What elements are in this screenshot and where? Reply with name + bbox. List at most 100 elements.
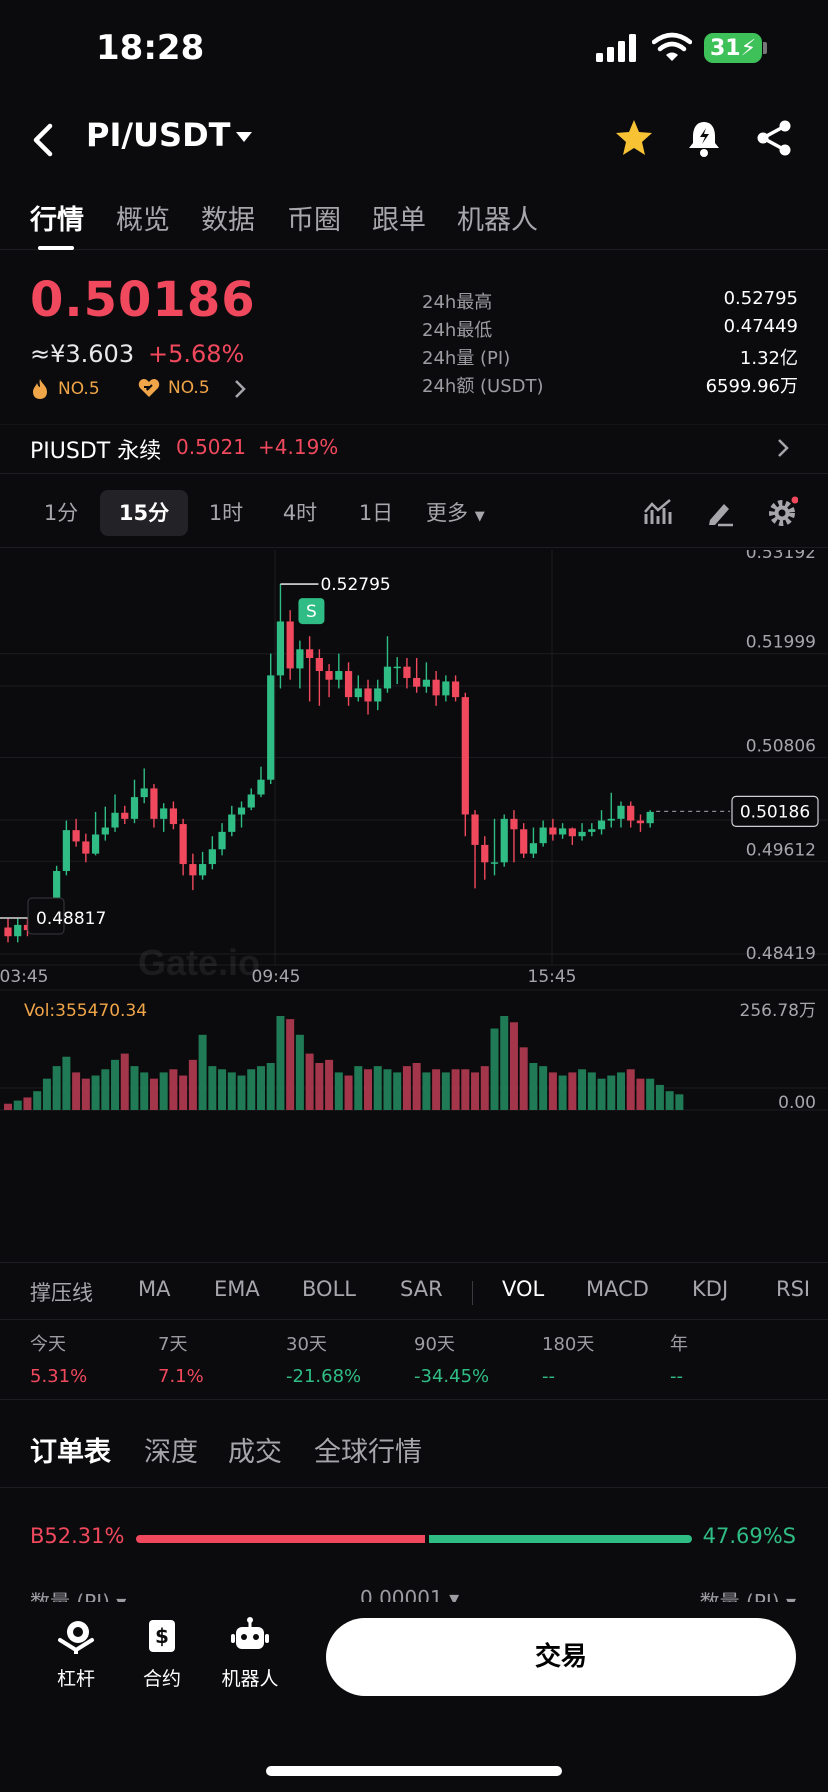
tab-copy-trade[interactable]: 跟单	[372, 205, 426, 236]
stat-value: 6599.96万	[705, 376, 798, 397]
battery-icon: 31 ⚡	[704, 33, 762, 63]
nav-margin[interactable]: 杠杆	[36, 1616, 116, 1691]
interval-bar: 1分 15分 1时 4时 1日 更多 ▼	[0, 484, 828, 548]
settings-gear-icon[interactable]	[766, 496, 798, 528]
share-icon[interactable]	[752, 116, 796, 160]
volume-bar	[227, 1072, 236, 1110]
candle-body	[354, 688, 362, 698]
candle-body	[597, 820, 606, 830]
candle-body	[140, 788, 148, 798]
ind-kdj[interactable]: KDJ	[692, 1277, 729, 1301]
candle-body	[529, 843, 538, 854]
candle-body	[296, 649, 304, 669]
tab-overview[interactable]: 概览	[116, 205, 170, 236]
interval-4h[interactable]: 4时	[282, 501, 318, 525]
star-icon[interactable]	[612, 116, 656, 160]
tab-community[interactable]: 币圈	[287, 205, 341, 236]
tab-orderbook[interactable]: 订单表	[30, 1437, 111, 1468]
volume-bar	[149, 1078, 158, 1110]
nav-futures[interactable]: $ 合约	[122, 1616, 202, 1691]
candle-body	[228, 814, 236, 832]
fav-rank[interactable]: NO.5	[138, 378, 210, 398]
volume-bar	[237, 1075, 246, 1110]
indicator-bar: 撑压线 MA EMA BOLL SAR VOL MACD KDJ RSI	[0, 1262, 828, 1320]
tab-trades[interactable]: 成交	[228, 1437, 282, 1468]
stat-label: 24h量 (PI)	[422, 348, 511, 369]
volume-bar	[247, 1069, 256, 1110]
perpetual-row[interactable]: PIUSDT 永续 0.5021 +4.19%	[0, 424, 828, 474]
interval-1h[interactable]: 1时	[208, 501, 244, 525]
interval-1d[interactable]: 1日	[358, 501, 394, 525]
interval-more-label: 更多	[426, 501, 468, 525]
stat-value: 1.32亿	[739, 348, 798, 369]
futures-icon: $	[149, 1620, 175, 1652]
nav-bots[interactable]: 机器人	[210, 1616, 290, 1691]
tab-global-market[interactable]: 全球行情	[314, 1437, 422, 1468]
volume-bar	[140, 1072, 149, 1110]
volume-bar	[471, 1072, 480, 1110]
candle-body	[393, 666, 401, 669]
volume-bar	[72, 1072, 81, 1110]
volume-bar	[198, 1034, 207, 1110]
y-axis-label: 0.53192	[746, 550, 816, 563]
candle-body	[627, 805, 635, 821]
period-value: -34.45%	[414, 1366, 490, 1387]
ind-boll[interactable]: BOLL	[302, 1277, 356, 1301]
indicator-icon[interactable]	[642, 496, 674, 528]
candlestick-chart-svg: Gate.io 0.53192 0.51999 0.50806 0.49612 0.48…	[0, 550, 828, 1113]
candle-body	[422, 679, 430, 687]
candle-body	[413, 677, 421, 687]
volume-bar	[500, 1016, 509, 1110]
volume-bar	[130, 1066, 139, 1110]
ind-rsi[interactable]: RSI	[776, 1277, 811, 1301]
period-changes: 今天 5.31% 7天 7.1% 30天 -21.68% 90天 -34.45% 180…	[0, 1322, 828, 1400]
candle-body	[189, 864, 197, 876]
volume-bar	[13, 1100, 22, 1110]
ind-support[interactable]: 撑压线	[30, 1281, 93, 1305]
volume-bar	[169, 1069, 178, 1110]
ind-vol[interactable]: VOL	[502, 1277, 545, 1301]
chevron-right-icon[interactable]	[232, 378, 248, 400]
high-label: 0.52795	[320, 575, 390, 595]
battery-level: 31	[709, 35, 741, 61]
pair-title[interactable]: PI/USDT	[86, 116, 231, 154]
stat-low: 24h最低 0.47449	[422, 316, 798, 344]
candle-body	[257, 779, 265, 795]
tab-market[interactable]: 行情	[30, 205, 84, 236]
interval-1m[interactable]: 1分	[43, 501, 79, 525]
hot-rank[interactable]: NO.5	[30, 378, 100, 400]
volume-bar	[529, 1063, 538, 1110]
candle-body	[111, 812, 119, 828]
tab-bots[interactable]: 机器人	[457, 205, 538, 236]
candle-body	[607, 818, 615, 821]
y-axis-label: 0.48419	[746, 944, 816, 964]
candles	[4, 584, 654, 943]
tab-data[interactable]: 数据	[201, 205, 255, 236]
interval-15m[interactable]: 15分	[100, 490, 188, 536]
candle-body	[588, 829, 596, 832]
price-chart[interactable]: Gate.io 0.53192 0.51999 0.50806 0.49612 0.48…	[0, 550, 828, 1260]
chevron-down-icon[interactable]	[234, 130, 254, 144]
candle-body	[636, 820, 645, 824]
trade-button[interactable]: 交易	[326, 1618, 796, 1696]
candle-body	[53, 871, 61, 911]
chevron-right-icon	[778, 439, 789, 457]
ind-ema[interactable]: EMA	[214, 1277, 260, 1301]
tab-underline	[38, 246, 74, 250]
candle-body	[14, 924, 22, 937]
volume-bar	[52, 1066, 61, 1110]
orderbook-tabs: 订单表 深度 成交 全球行情	[0, 1428, 828, 1488]
back-icon[interactable]	[26, 118, 66, 162]
robot-icon	[231, 1617, 269, 1649]
stat-turnover: 24h额 (USDT) 6599.96万	[422, 372, 798, 400]
ind-macd[interactable]: MACD	[586, 1277, 649, 1301]
draw-pen-icon[interactable]	[704, 496, 736, 528]
interval-more[interactable]: 更多 ▼	[426, 490, 506, 536]
ind-sar[interactable]: SAR	[400, 1277, 443, 1301]
volume-bar	[23, 1097, 32, 1110]
ind-ma[interactable]: MA	[138, 1277, 171, 1301]
alert-bell-icon[interactable]	[682, 116, 726, 160]
tab-depth[interactable]: 深度	[144, 1437, 198, 1468]
volume-bar	[179, 1075, 188, 1110]
candle-body	[432, 679, 440, 696]
